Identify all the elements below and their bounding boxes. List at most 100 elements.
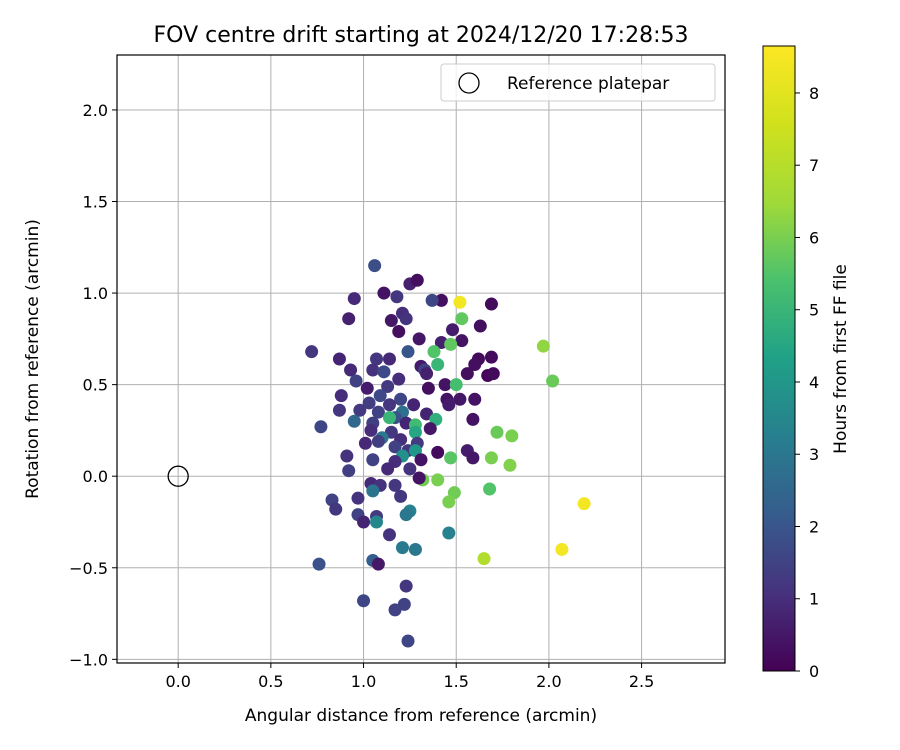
data-point xyxy=(421,381,435,395)
data-point xyxy=(536,339,550,353)
data-point xyxy=(384,314,398,328)
data-point xyxy=(314,420,328,434)
data-point xyxy=(390,290,404,304)
colorbar-tick-label: 5 xyxy=(809,301,819,320)
data-point xyxy=(407,398,421,412)
data-point xyxy=(446,323,460,337)
data-point xyxy=(455,334,469,348)
data-point xyxy=(438,378,452,392)
data-point xyxy=(360,381,374,395)
data-point xyxy=(442,495,456,509)
y-tick-label: −1.0 xyxy=(69,650,108,669)
data-point xyxy=(444,451,458,465)
data-point xyxy=(468,357,482,371)
data-point xyxy=(577,497,591,511)
data-point xyxy=(425,293,439,307)
data-point xyxy=(455,312,469,326)
data-point xyxy=(555,542,569,556)
data-point xyxy=(395,541,409,555)
data-point xyxy=(444,337,458,351)
data-point xyxy=(410,273,424,287)
data-point xyxy=(371,557,385,571)
y-tick-label: 1.0 xyxy=(83,284,108,303)
data-point xyxy=(382,411,396,425)
data-point xyxy=(442,398,456,412)
data-point xyxy=(420,367,434,381)
data-point xyxy=(370,515,384,529)
data-point xyxy=(388,478,402,492)
data-point xyxy=(357,594,371,608)
data-point xyxy=(442,526,456,540)
data-point xyxy=(399,508,413,522)
data-point xyxy=(362,396,376,410)
data-point xyxy=(382,398,396,412)
data-point xyxy=(505,429,519,443)
data-point xyxy=(364,423,378,437)
data-point xyxy=(486,367,500,381)
data-point xyxy=(449,378,463,392)
data-point xyxy=(423,422,437,436)
data-point xyxy=(347,414,361,428)
data-point xyxy=(460,367,474,381)
data-point xyxy=(484,297,498,311)
data-point xyxy=(477,552,491,566)
x-tick-label: 2.5 xyxy=(629,672,654,691)
data-point xyxy=(382,352,396,366)
data-point xyxy=(344,363,358,377)
data-point xyxy=(366,363,380,377)
data-point xyxy=(503,458,517,472)
data-point xyxy=(412,332,426,346)
data-point xyxy=(342,312,356,326)
data-point xyxy=(381,462,395,476)
data-point xyxy=(388,440,402,454)
data-point xyxy=(358,436,372,450)
data-point xyxy=(368,259,382,273)
colorbar-tick-label: 6 xyxy=(809,228,819,247)
data-point xyxy=(347,292,361,306)
x-axis-ticks: 0.0 0.5 1.0 1.5 2.0 2.5 xyxy=(165,663,654,691)
data-point xyxy=(370,352,384,366)
data-point xyxy=(401,345,415,359)
colorbar-tick-label: 8 xyxy=(809,84,819,103)
data-point xyxy=(408,542,422,556)
data-point xyxy=(431,473,445,487)
colorbar-tick-label: 4 xyxy=(809,373,819,392)
data-point xyxy=(312,557,326,571)
y-tick-label: 2.0 xyxy=(83,101,108,120)
data-point xyxy=(388,603,402,617)
data-point xyxy=(373,389,387,403)
data-point xyxy=(403,462,417,476)
data-point xyxy=(377,365,391,379)
legend-marker-icon xyxy=(458,72,480,94)
x-tick-label: 1.5 xyxy=(443,672,468,691)
colorbar-tick-label: 7 xyxy=(809,156,819,175)
colorbar: 0 1 2 3 4 5 6 7 8 Hours from first FF file xyxy=(762,45,851,681)
data-point xyxy=(392,372,406,386)
data-point xyxy=(408,425,422,439)
data-point xyxy=(412,471,426,485)
data-point xyxy=(381,379,395,393)
data-point xyxy=(427,345,441,359)
data-point xyxy=(353,403,367,417)
data-point xyxy=(329,502,343,516)
colorbar-tick-label: 3 xyxy=(809,445,819,464)
colorbar-tick-label: 0 xyxy=(809,662,819,681)
data-point xyxy=(401,634,415,648)
legend: Reference platepar xyxy=(440,63,716,102)
data-point xyxy=(431,445,445,459)
data-point xyxy=(399,312,413,326)
x-tick-label: 2.0 xyxy=(536,672,561,691)
data-point xyxy=(434,293,448,307)
data-points xyxy=(305,259,591,648)
y-tick-label: 1.5 xyxy=(83,193,108,212)
colorbar-ticks: 0 1 2 3 4 5 6 7 8 xyxy=(795,84,819,681)
data-point xyxy=(466,412,480,426)
legend-label: Reference platepar xyxy=(507,74,669,94)
x-tick-label: 0.5 xyxy=(258,672,283,691)
plot-frame xyxy=(116,54,726,664)
data-point xyxy=(468,392,482,406)
data-point xyxy=(431,357,445,371)
grid-lines xyxy=(117,55,725,663)
colorbar-label: Hours from first FF file xyxy=(831,264,851,454)
data-point xyxy=(394,489,408,503)
